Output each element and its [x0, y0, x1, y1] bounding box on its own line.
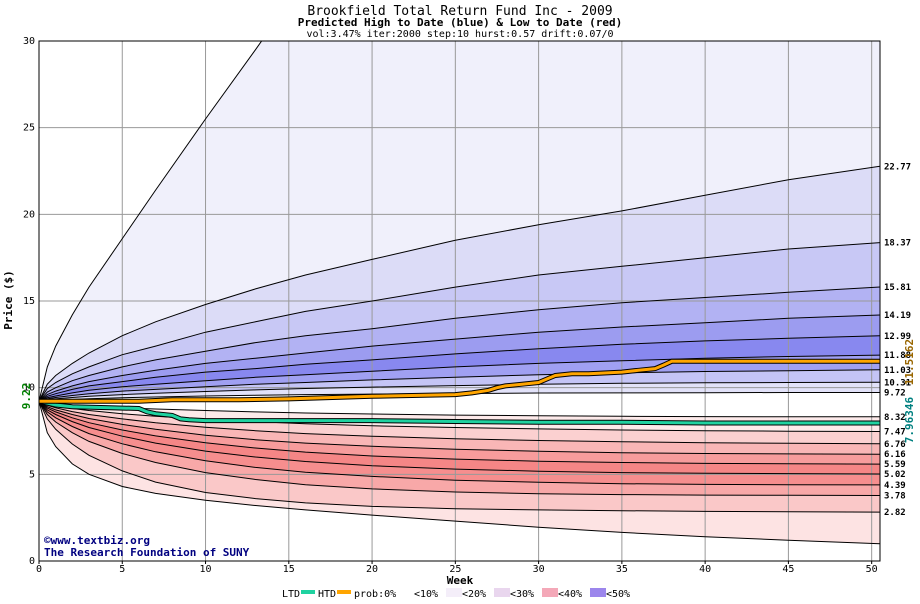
percentile-curve [39, 335, 880, 402]
upper-band-5 [39, 335, 880, 402]
legend-ltd-label: LTD [282, 589, 300, 600]
footer-credit: The Research Foundation of SUNY [44, 546, 250, 559]
lower-end-label: 5.02 [884, 470, 906, 480]
upper-end-label: 10.31 [884, 378, 911, 388]
plot-frame [38, 40, 881, 562]
percentile-curve [39, 400, 880, 486]
percentile-curve [39, 354, 880, 402]
legend-htd-label: HTD [318, 589, 336, 600]
y-axis-label: Price ($) [2, 270, 15, 330]
upper-band-1 [39, 166, 880, 402]
legend-prob-swatch-30 [542, 588, 558, 597]
legend-prob-swatch-0 [398, 588, 414, 597]
upper-end-label: 11.03 [884, 366, 911, 376]
percentile-curve [39, 286, 880, 402]
y-tick-label: 0 [29, 556, 35, 567]
upper-end-label: 11.88 [884, 351, 911, 361]
lower-end-label: 2.82 [884, 508, 906, 518]
lower-band-1 [39, 401, 880, 444]
upper-end-label: 9.72 [884, 389, 906, 399]
ltd-line [38, 399, 880, 425]
percentile-curve [39, 400, 880, 445]
upper-band-6 [39, 355, 880, 402]
legend-prob-label: prob:0% [354, 589, 396, 600]
ltd-end-label: 7.96346 [903, 396, 916, 443]
lower-band-3 [39, 401, 880, 465]
chart-title: Brookfield Total Return Fund Inc - 2009 [307, 4, 612, 19]
x-tick-label: 45 [782, 564, 794, 575]
plot-area: 0 5 10 15 20 25 30 35 40 45 50 0 5 10 15 20 25 30 22.77 18.… [23, 36, 911, 575]
y-tick-label: 5 [29, 469, 35, 480]
percentile-curve [39, 400, 880, 496]
percentile-curve [39, 400, 880, 455]
percentile-curve [39, 369, 880, 402]
chart-params: vol:3.47% iter:2000 step:10 hurst:0.57 d… [306, 29, 613, 40]
legend-prob-swatch-20 [494, 588, 510, 597]
x-axis-label: Week [447, 574, 474, 587]
x-tick-label: 40 [699, 564, 711, 575]
y-tick-label: 10 [23, 383, 35, 394]
lower-end-label: 4.39 [884, 481, 906, 491]
y-tick-label: 20 [23, 209, 35, 220]
x-tick-label: 15 [283, 564, 295, 575]
legend-item-50: <50% [606, 589, 630, 600]
legend-item-30: <30% [510, 589, 534, 600]
lower-band-5 [39, 401, 880, 485]
htd-line [39, 359, 880, 403]
upper-band-4 [39, 315, 880, 402]
band-layer [39, 41, 880, 544]
lower-end-label: 8.32 [884, 413, 906, 423]
lower-end-label: 7.47 [884, 428, 906, 438]
percentile-curve [39, 400, 880, 513]
upper-band-0 [39, 41, 880, 402]
watermark: ©www.textbiz.org [44, 534, 150, 547]
htd-end-label: 11.5162 [903, 339, 916, 385]
percentile-curve [39, 41, 263, 402]
legend-item-10: <10% [414, 589, 438, 600]
upper-end-label: 18.37 [884, 239, 911, 249]
percentile-curve [39, 400, 880, 465]
legend-htd-swatch [337, 590, 351, 594]
percentile-curve [39, 314, 880, 402]
x-tick-label: 5 [119, 564, 125, 575]
x-tick-label: 35 [616, 564, 628, 575]
x-tick-label: 50 [866, 564, 878, 575]
upper-band-2 [39, 242, 880, 402]
lower-band-7 [39, 401, 880, 513]
upper-band-3 [39, 287, 880, 402]
upper-end-label: 12.99 [884, 332, 911, 342]
x-tick-label: 10 [200, 564, 212, 575]
chart-subtitle: Predicted High to Date (blue) & Low to D… [298, 16, 623, 29]
lower-end-label: 6.76 [884, 440, 906, 450]
x-tick-label: 25 [449, 564, 461, 575]
percentile-curve [39, 401, 880, 545]
legend-item-20: <20% [462, 589, 486, 600]
percentile-curve [39, 165, 880, 402]
legend-prob-swatch-10 [446, 588, 462, 597]
x-tick-label: 0 [36, 564, 42, 575]
lower-end-label: 5.59 [884, 460, 906, 470]
percentile-curve [39, 242, 880, 402]
lower-end-label: 6.16 [884, 450, 906, 460]
x-tick-label: 30 [533, 564, 545, 575]
y-tick-label: 30 [23, 36, 35, 47]
start-price-label: 9.22 [20, 383, 33, 410]
lower-band-6 [39, 401, 880, 496]
lower-band-8 [39, 401, 880, 544]
legend-prob-swatch-40 [590, 588, 606, 597]
y-tick-label: 25 [23, 123, 35, 134]
legend-item-40: <40% [558, 589, 582, 600]
upper-end-label: 15.81 [884, 283, 911, 293]
legend-ltd-swatch [301, 590, 315, 594]
upper-end-label: 14.19 [884, 311, 911, 321]
x-tick-label: 20 [366, 564, 378, 575]
percentile-curve [39, 400, 880, 475]
y-tick-label: 15 [23, 296, 35, 307]
legend: LTD HTD prob:0% <10% <20% <30% <40% <50% [282, 588, 630, 600]
lower-end-label: 3.78 [884, 491, 906, 501]
percentile-curve [39, 381, 880, 402]
upper-end-label: 22.77 [884, 162, 911, 172]
